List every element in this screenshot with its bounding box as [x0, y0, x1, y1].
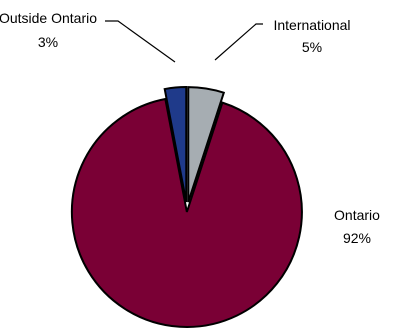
slice-label-ontario: Ontario [334, 207, 380, 223]
leader-line-international [214, 23, 263, 61]
leader-line-outside-ontario [105, 20, 176, 63]
slice-percent-international: 5% [302, 39, 322, 55]
slice-label-international: International [273, 17, 350, 33]
pie-slice-international [187, 86, 226, 203]
slice-percent-ontario: 92% [343, 230, 371, 246]
slice-percent-outside-ontario: 3% [38, 34, 58, 50]
pie-slice-ontario [70, 97, 303, 328]
pie-slice-outside-ontario [163, 86, 188, 203]
slice-label-outside-ontario: Outside Ontario [0, 10, 97, 26]
